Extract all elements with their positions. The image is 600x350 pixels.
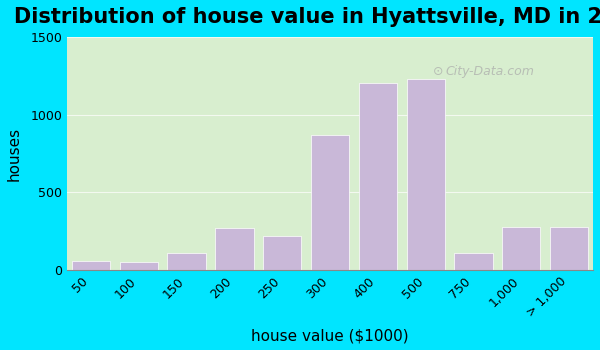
- Bar: [263, 236, 301, 270]
- Title: Distribution of house value in Hyattsville, MD in 2022: Distribution of house value in Hyattsvil…: [14, 7, 600, 27]
- Bar: [359, 84, 397, 270]
- Text: City-Data.com: City-Data.com: [446, 65, 535, 78]
- Text: ⊙: ⊙: [433, 65, 443, 78]
- Bar: [407, 79, 445, 270]
- Bar: [502, 226, 541, 270]
- Y-axis label: houses: houses: [7, 126, 22, 181]
- Bar: [119, 262, 158, 270]
- X-axis label: house value ($1000): house value ($1000): [251, 328, 409, 343]
- Bar: [550, 226, 588, 270]
- Bar: [72, 261, 110, 270]
- Bar: [311, 135, 349, 270]
- Bar: [215, 228, 254, 270]
- Bar: [454, 253, 493, 270]
- Bar: [167, 253, 206, 270]
